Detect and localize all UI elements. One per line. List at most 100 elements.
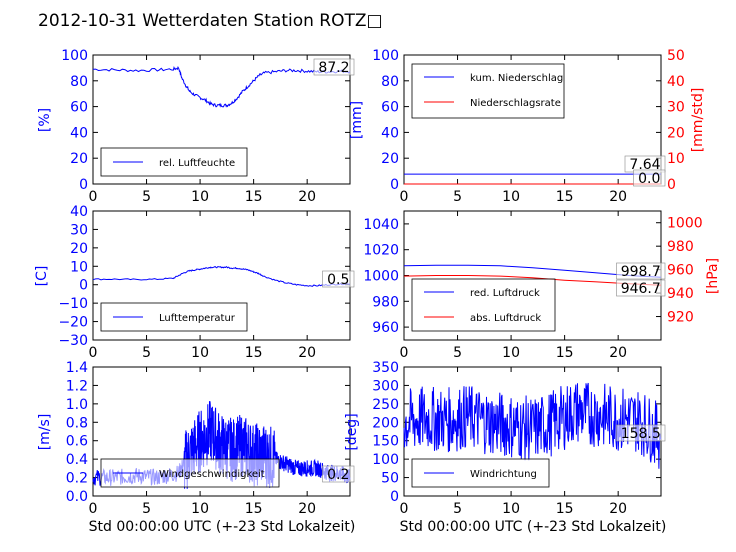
y-tick-label: 40 (70, 204, 88, 220)
y-tick-label-right: 50 (667, 48, 685, 64)
panel-windspeed: 0 5 10 15 20 0.0 0.2 0.4 0.6 0.8 1.0 1.2 1.4 Windgesc… (37, 360, 355, 517)
x-tick-label: 10 (502, 501, 520, 517)
x-tick-label: 0 (400, 345, 409, 361)
y-tick-label: 1.0 (66, 397, 88, 413)
y-tick-label-right: 10 (667, 151, 685, 167)
y-tick-label-right: 40 (667, 74, 685, 90)
y-tick-label: 0 (390, 489, 399, 505)
y-tick-label: 960 (372, 320, 399, 336)
x-tick-label: 10 (191, 345, 209, 361)
x-tick-label: 20 (609, 189, 627, 205)
y-tick-label: 980 (372, 294, 399, 310)
panel-pressure: 0 5 10 15 20 960 980 1000 1020 1040 920 940 960 980 10… (363, 210, 721, 361)
x-tick-label: 5 (453, 501, 462, 517)
y-tick-label: 0.8 (66, 415, 88, 431)
y-tick-label-right: 0 (667, 177, 676, 193)
series-line-1 (92, 65, 351, 108)
value-label: 0.2 (327, 467, 349, 483)
y-tick-label-right: 940 (667, 286, 694, 302)
y-axis-label: [%] (37, 108, 53, 132)
panel-precipitation: 0 5 10 15 20 0 20 40 60 80 100 0 10 20 30 40 50 kum. Nied… (349, 48, 706, 205)
value-box (322, 465, 355, 483)
value-label: 0.5 (327, 272, 349, 288)
x-tick-label: 20 (298, 189, 316, 205)
x-tick-label: 0 (89, 345, 98, 361)
y-tick-label-right: 920 (667, 310, 694, 326)
x-tick-label: 5 (142, 189, 151, 205)
x-tick-label: 10 (502, 345, 520, 361)
x-tick-label: 5 (142, 501, 151, 517)
value-box (616, 262, 666, 280)
y-tick-label: 0.0 (66, 489, 88, 505)
x-tick-label: 5 (453, 189, 462, 205)
y-tick-label: 20 (70, 241, 88, 257)
y-tick-label-right: 30 (667, 100, 685, 116)
x-axis-label-right: Std 00:00:00 UTC (+-23 Std Lokalzeit) (400, 519, 667, 535)
value-label: 158.5 (621, 426, 661, 442)
y-axis-label: [mm] (349, 101, 365, 139)
y-tick-label: 350 (372, 360, 399, 376)
y-tick-label: −30 (58, 333, 88, 349)
value-box (633, 169, 666, 187)
x-tick-label: 15 (245, 345, 263, 361)
x-tick-label: 5 (142, 345, 151, 361)
y-tick-label: −10 (58, 296, 88, 312)
y-axis-label: [C] (34, 266, 50, 287)
series-line-1 (403, 382, 662, 469)
legend-label: Lufttemperatur (159, 313, 236, 324)
y-tick-label: 1.2 (66, 378, 88, 394)
y-tick-label: 40 (381, 125, 399, 141)
y-tick-label: 1.4 (66, 360, 88, 376)
x-tick-label: 15 (556, 189, 574, 205)
y-tick-label: 50 (381, 471, 399, 487)
panel-humidity: 0 5 10 15 20 0 20 40 60 80 100 rel. Luftfeuchte 87.2… (37, 48, 355, 205)
x-tick-label: 15 (245, 189, 263, 205)
y-tick-label: 60 (70, 100, 88, 116)
x-tick-label: 15 (556, 501, 574, 517)
x-tick-label: 15 (245, 501, 263, 517)
y-tick-label: 40 (70, 125, 88, 141)
y-tick-label: 0.4 (66, 452, 88, 468)
y-tick-label: 0 (79, 278, 88, 294)
y-tick-label-right: 1000 (667, 216, 703, 232)
value-label: 7.64 (629, 157, 660, 173)
y-tick-label: 1020 (363, 243, 399, 259)
legend-label: kum. Niederschlag (470, 73, 563, 84)
y-tick-label: 60 (381, 100, 399, 116)
y-tick-label: 100 (61, 48, 88, 64)
y-tick-label-right: 20 (667, 125, 685, 141)
panel-temperature: 0 5 10 15 20 −30 −20 −10 0 10 20 30 40 Lufttemperatur… (34, 204, 355, 361)
legend-label: abs. Luftdruck (470, 313, 541, 324)
value-label: 87.2 (318, 60, 349, 76)
y-tick-label: 0.6 (66, 434, 88, 450)
y-tick-label: 80 (70, 74, 88, 90)
x-tick-label: 20 (298, 501, 316, 517)
y-tick-label: 0.2 (66, 471, 88, 487)
y-tick-label: 200 (372, 415, 399, 431)
panel-winddirection: 0 5 10 15 20050100150200250300350Windrichtun… (344, 360, 666, 517)
y-tick-label: 0 (390, 177, 399, 193)
legend-box (411, 63, 565, 119)
y-tick-label: 150 (372, 434, 399, 450)
x-tick-label: 5 (453, 345, 462, 361)
y-tick-label: 30 (70, 222, 88, 238)
value-box (616, 279, 666, 297)
y-tick-label: 100 (372, 452, 399, 468)
y-axis-label: [m/s] (37, 414, 53, 451)
x-tick-label: 20 (609, 345, 627, 361)
y-tick-label: 10 (70, 259, 88, 275)
y-axis-label-right: [mm/std] (690, 88, 706, 153)
legend-label: Niederschlagsrate (470, 98, 561, 109)
value-box (313, 58, 355, 76)
legend-label: rel. Luftfeuchte (159, 158, 235, 169)
x-tick-label: 0 (89, 189, 98, 205)
y-tick-label-right: 960 (667, 263, 694, 279)
series-line-1 (92, 265, 351, 287)
y-tick-label: 100 (372, 48, 399, 64)
y-tick-label: 250 (372, 397, 399, 413)
x-tick-label: 20 (298, 345, 316, 361)
x-tick-label: 0 (400, 501, 409, 517)
legend-label: Windrichtung (470, 469, 537, 480)
y-tick-label: 0 (79, 177, 88, 193)
